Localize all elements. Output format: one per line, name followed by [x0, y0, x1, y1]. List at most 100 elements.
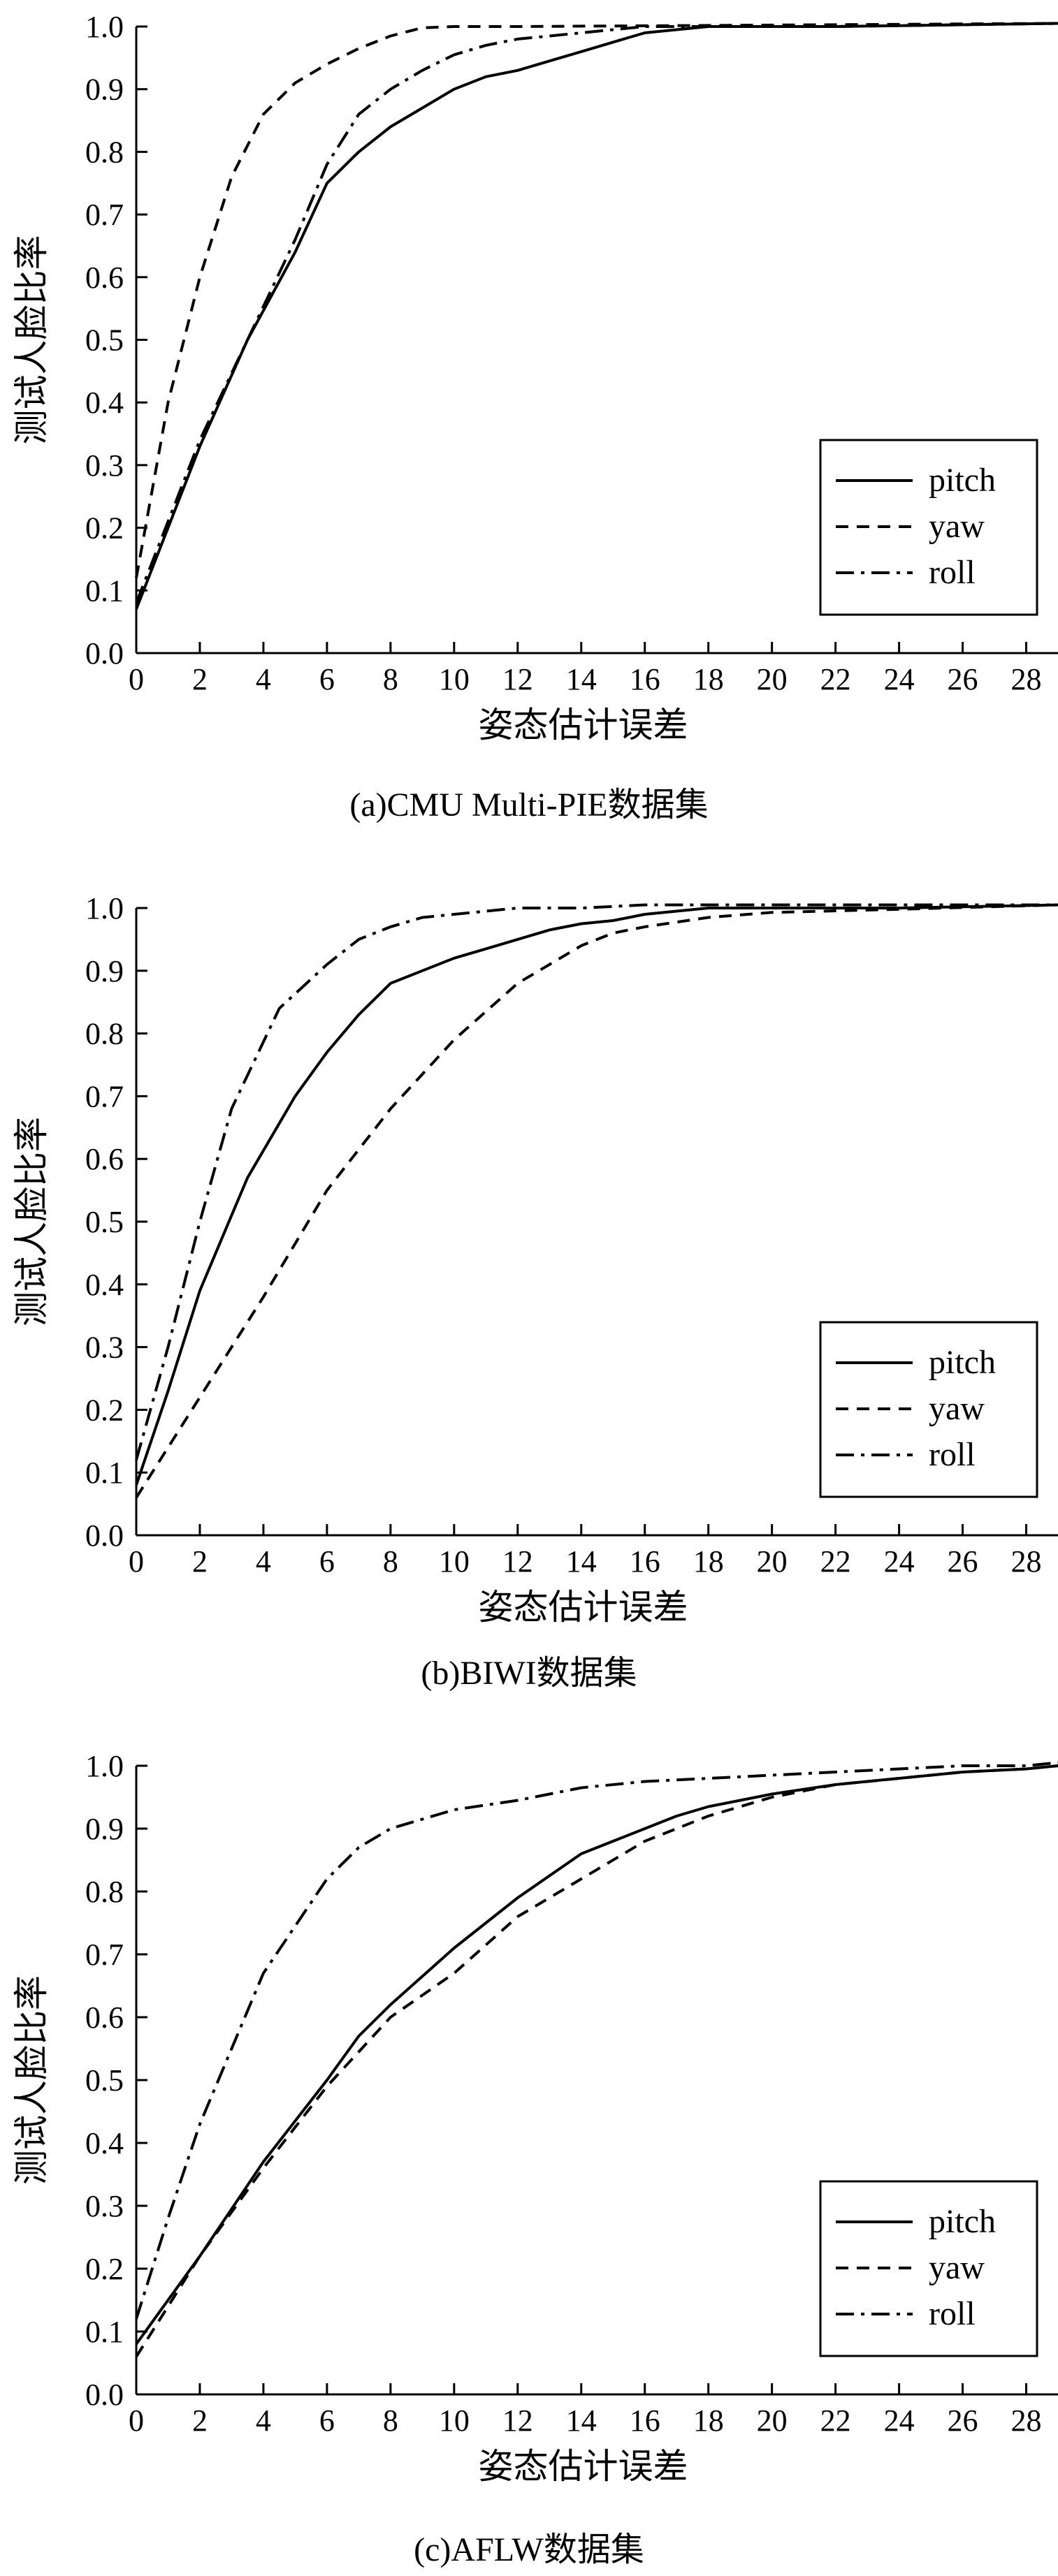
y-tick-label: 0.8	[85, 1875, 124, 1909]
x-tick-label: 14	[566, 662, 597, 696]
x-tick-label: 8	[383, 662, 398, 696]
x-tick-label: 4	[256, 1544, 271, 1579]
y-tick-label: 0.3	[85, 2189, 124, 2223]
y-tick-label: 0.5	[85, 323, 124, 358]
x-tick-label: 2	[192, 2403, 208, 2438]
y-tick-label: 0.7	[85, 198, 124, 232]
chart-c: 0.00.10.20.30.40.50.60.70.80.91.00 2 4 6 8 10…	[12, 1749, 1058, 2486]
y-tick-label: 0.4	[85, 2126, 124, 2160]
x-tick-label: 0	[129, 662, 144, 696]
legend-label-pitch: pitch	[929, 2203, 996, 2240]
y-axis-label: 测试人脸比率	[12, 1975, 51, 2185]
y-tick-label: 0.5	[85, 2063, 124, 2098]
series-line-pitch	[135, 903, 1058, 1486]
x-tick-label: 2	[192, 1544, 208, 1579]
x-tick-label: 2	[192, 662, 208, 696]
y-tick-label: 0.1	[85, 573, 124, 608]
y-tick-label: 0.8	[85, 135, 124, 169]
x-axis-label: 姿态估计误差	[479, 1588, 688, 1627]
x-tick-label: 14	[566, 2403, 597, 2438]
x-tick-label: 12	[502, 662, 533, 696]
y-tick-label: 0.3	[85, 448, 124, 483]
y-tick-label: 0.0	[85, 1518, 124, 1553]
series-line-roll	[135, 903, 1058, 1461]
x-tick-label: 28	[1011, 2403, 1042, 2438]
x-tick-label: 22	[820, 2403, 851, 2438]
x-tick-label: 22	[820, 1544, 851, 1579]
x-tick-label: 4	[256, 2403, 271, 2438]
x-tick-label: 4	[256, 662, 271, 696]
x-tick-label: 10	[439, 2403, 470, 2438]
x-tick-label: 12	[502, 1544, 533, 1579]
x-tick-label: 20	[757, 662, 788, 696]
x-tick-label: 8	[383, 1544, 398, 1579]
x-tick-label: 28	[1011, 662, 1042, 696]
x-tick-label: 0	[129, 1544, 144, 1579]
x-tick-label: 6	[319, 662, 335, 696]
x-tick-label: 20	[757, 1544, 788, 1579]
series-line-roll	[135, 22, 1058, 603]
series-line-yaw	[135, 22, 1058, 578]
y-tick-label: 0.8	[85, 1017, 124, 1051]
legend-label-yaw: yaw	[929, 508, 985, 545]
x-tick-label: 26	[948, 1544, 978, 1579]
y-tick-label: 0.7	[85, 1938, 124, 1972]
y-tick-label: 1.0	[85, 1749, 124, 1783]
x-tick-label: 26	[948, 2403, 978, 2438]
panel-c: 0.0 0.1 0.2 0.3 0.4 0.5 0.6 0.7 0.8 0.9 1.0 0 2 4 6 8 10…	[0, 1739, 1058, 2576]
x-tick-label: 20	[757, 2403, 788, 2438]
x-tick-label: 24	[884, 2403, 915, 2438]
x-tick-label: 12	[502, 2403, 533, 2438]
legend: pitch yaw roll	[819, 439, 1038, 616]
legend-label-yaw: yaw	[929, 1390, 985, 1427]
y-tick-label: 0.9	[85, 954, 124, 988]
y-tick-label: 1.0	[85, 891, 124, 925]
y-tick-label: 0.4	[85, 1268, 124, 1302]
legend-box	[819, 1321, 1038, 1498]
y-tick-label: 0.7	[85, 1079, 124, 1113]
y-tick-label: 0.1	[85, 2315, 124, 2349]
y-tick-label: 0.6	[85, 1142, 124, 1176]
legend-label-roll: roll	[929, 2295, 976, 2332]
series-line-roll	[135, 1761, 1058, 2320]
y-tick-label: 0.0	[85, 2378, 124, 2412]
x-tick-label: 16	[630, 2403, 660, 2438]
y-tick-label: 0.2	[85, 511, 124, 546]
x-tick-label: 18	[693, 662, 724, 696]
x-tick-label: 14	[566, 1544, 597, 1579]
legend-label-roll: roll	[929, 1436, 976, 1473]
y-tick-label: 0.9	[85, 73, 124, 107]
y-tick-label: 1.0	[85, 10, 124, 44]
y-tick-label: 0.9	[85, 1812, 124, 1846]
legend-box	[819, 439, 1038, 616]
y-tick-label: 0.1	[85, 1456, 124, 1490]
caption-a: (a)CMU Multi-PIE数据集	[349, 786, 709, 824]
y-axis-label: 测试人脸比率	[12, 1117, 51, 1326]
x-tick-label: 24	[884, 662, 915, 696]
legend: pitch yaw roll	[819, 2180, 1038, 2357]
series-line-yaw	[135, 903, 1058, 1499]
x-tick-label: 28	[1011, 1544, 1042, 1579]
y-tick-label: 0.6	[85, 261, 124, 295]
x-tick-label: 8	[383, 2403, 398, 2438]
x-tick-label: 18	[693, 1544, 724, 1579]
legend-label-pitch: pitch	[929, 1344, 996, 1381]
panel-a: 0.0 0.1 0.2 0.3 0.4 0.5 0.6 0.7 0.8 0.9 1.0 0 2 4 6 8 10…	[0, 0, 1058, 838]
x-tick-label: 16	[630, 1544, 660, 1579]
x-tick-label: 10	[439, 662, 470, 696]
x-tick-label: 26	[948, 662, 978, 696]
y-tick-label: 0.2	[85, 2252, 124, 2286]
x-tick-label: 6	[319, 2403, 335, 2438]
caption-b: (b)BIWI数据集	[421, 1655, 637, 1692]
y-tick-label: 0.0	[85, 636, 124, 671]
legend-box	[819, 2180, 1038, 2357]
y-tick-label: 0.3	[85, 1331, 124, 1365]
legend-label-roll: roll	[929, 554, 976, 591]
legend-label-pitch: pitch	[929, 462, 996, 499]
x-tick-label: 10	[439, 1544, 470, 1579]
x-tick-label: 16	[630, 662, 660, 696]
y-tick-label: 0.4	[85, 386, 124, 420]
caption-c: (c)AFLW数据集	[414, 2531, 644, 2568]
x-tick-label: 22	[820, 662, 851, 696]
